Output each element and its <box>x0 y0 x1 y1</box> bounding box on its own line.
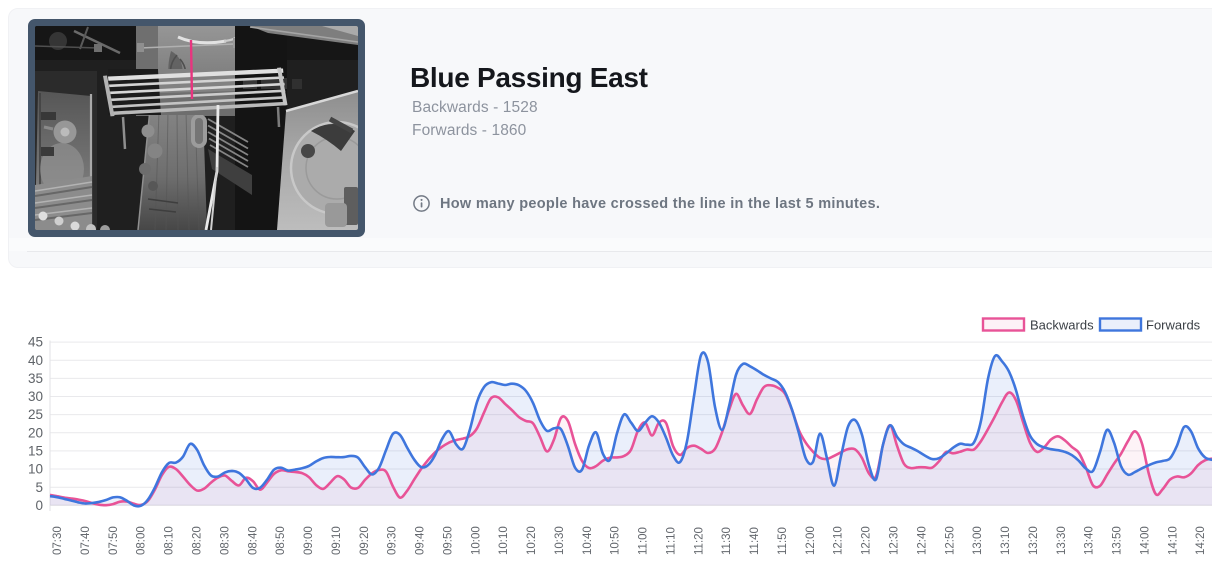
svg-text:11:20: 11:20 <box>693 527 705 555</box>
svg-text:12:40: 12:40 <box>916 526 928 555</box>
svg-text:13:50: 13:50 <box>1112 526 1124 555</box>
svg-text:10: 10 <box>28 462 43 477</box>
svg-text:11:30: 11:30 <box>721 527 733 555</box>
svg-text:07:50: 07:50 <box>108 526 120 555</box>
svg-text:12:10: 12:10 <box>833 526 845 555</box>
svg-text:08:20: 08:20 <box>192 526 204 555</box>
svg-text:07:30: 07:30 <box>52 526 64 555</box>
svg-text:08:30: 08:30 <box>219 526 231 555</box>
svg-text:14:10: 14:10 <box>1167 526 1179 555</box>
svg-text:13:00: 13:00 <box>972 526 984 555</box>
svg-text:13:30: 13:30 <box>1056 526 1068 555</box>
svg-text:09:50: 09:50 <box>442 526 454 555</box>
svg-text:45: 45 <box>28 335 43 350</box>
svg-text:09:10: 09:10 <box>331 526 343 555</box>
svg-text:13:20: 13:20 <box>1028 526 1040 555</box>
svg-text:08:50: 08:50 <box>275 526 287 555</box>
svg-text:10:30: 10:30 <box>554 526 566 555</box>
svg-text:13:40: 13:40 <box>1084 526 1096 555</box>
svg-text:20: 20 <box>28 425 43 440</box>
svg-text:35: 35 <box>28 371 43 386</box>
svg-text:Forwards: Forwards <box>1146 318 1201 333</box>
svg-text:14:00: 14:00 <box>1139 526 1151 555</box>
svg-text:12:20: 12:20 <box>861 526 873 555</box>
svg-text:25: 25 <box>28 407 43 422</box>
svg-text:09:30: 09:30 <box>387 526 399 555</box>
svg-text:14:20: 14:20 <box>1195 526 1207 555</box>
svg-text:11:00: 11:00 <box>638 527 650 555</box>
svg-text:09:40: 09:40 <box>415 526 427 555</box>
svg-text:5: 5 <box>35 480 43 495</box>
svg-text:0: 0 <box>35 498 43 513</box>
svg-text:11:40: 11:40 <box>749 527 761 555</box>
svg-text:10:10: 10:10 <box>498 526 510 555</box>
svg-text:08:40: 08:40 <box>247 526 259 555</box>
svg-text:12:50: 12:50 <box>944 526 956 555</box>
svg-text:08:00: 08:00 <box>136 526 148 555</box>
svg-text:40: 40 <box>28 353 43 368</box>
svg-text:09:00: 09:00 <box>303 526 315 555</box>
svg-text:09:20: 09:20 <box>359 526 371 555</box>
svg-text:12:30: 12:30 <box>889 526 901 555</box>
svg-text:11:50: 11:50 <box>777 527 789 555</box>
svg-text:08:10: 08:10 <box>164 526 176 555</box>
svg-text:10:20: 10:20 <box>526 526 538 555</box>
svg-text:10:50: 10:50 <box>610 526 622 555</box>
svg-text:11:10: 11:10 <box>666 527 678 555</box>
svg-text:07:40: 07:40 <box>80 526 92 555</box>
svg-text:12:00: 12:00 <box>805 526 817 555</box>
svg-text:30: 30 <box>28 389 43 404</box>
svg-text:15: 15 <box>28 444 43 459</box>
svg-text:10:00: 10:00 <box>470 526 482 555</box>
svg-text:13:10: 13:10 <box>1000 526 1012 555</box>
svg-text:Backwards: Backwards <box>1030 318 1094 333</box>
svg-text:10:40: 10:40 <box>582 526 594 555</box>
